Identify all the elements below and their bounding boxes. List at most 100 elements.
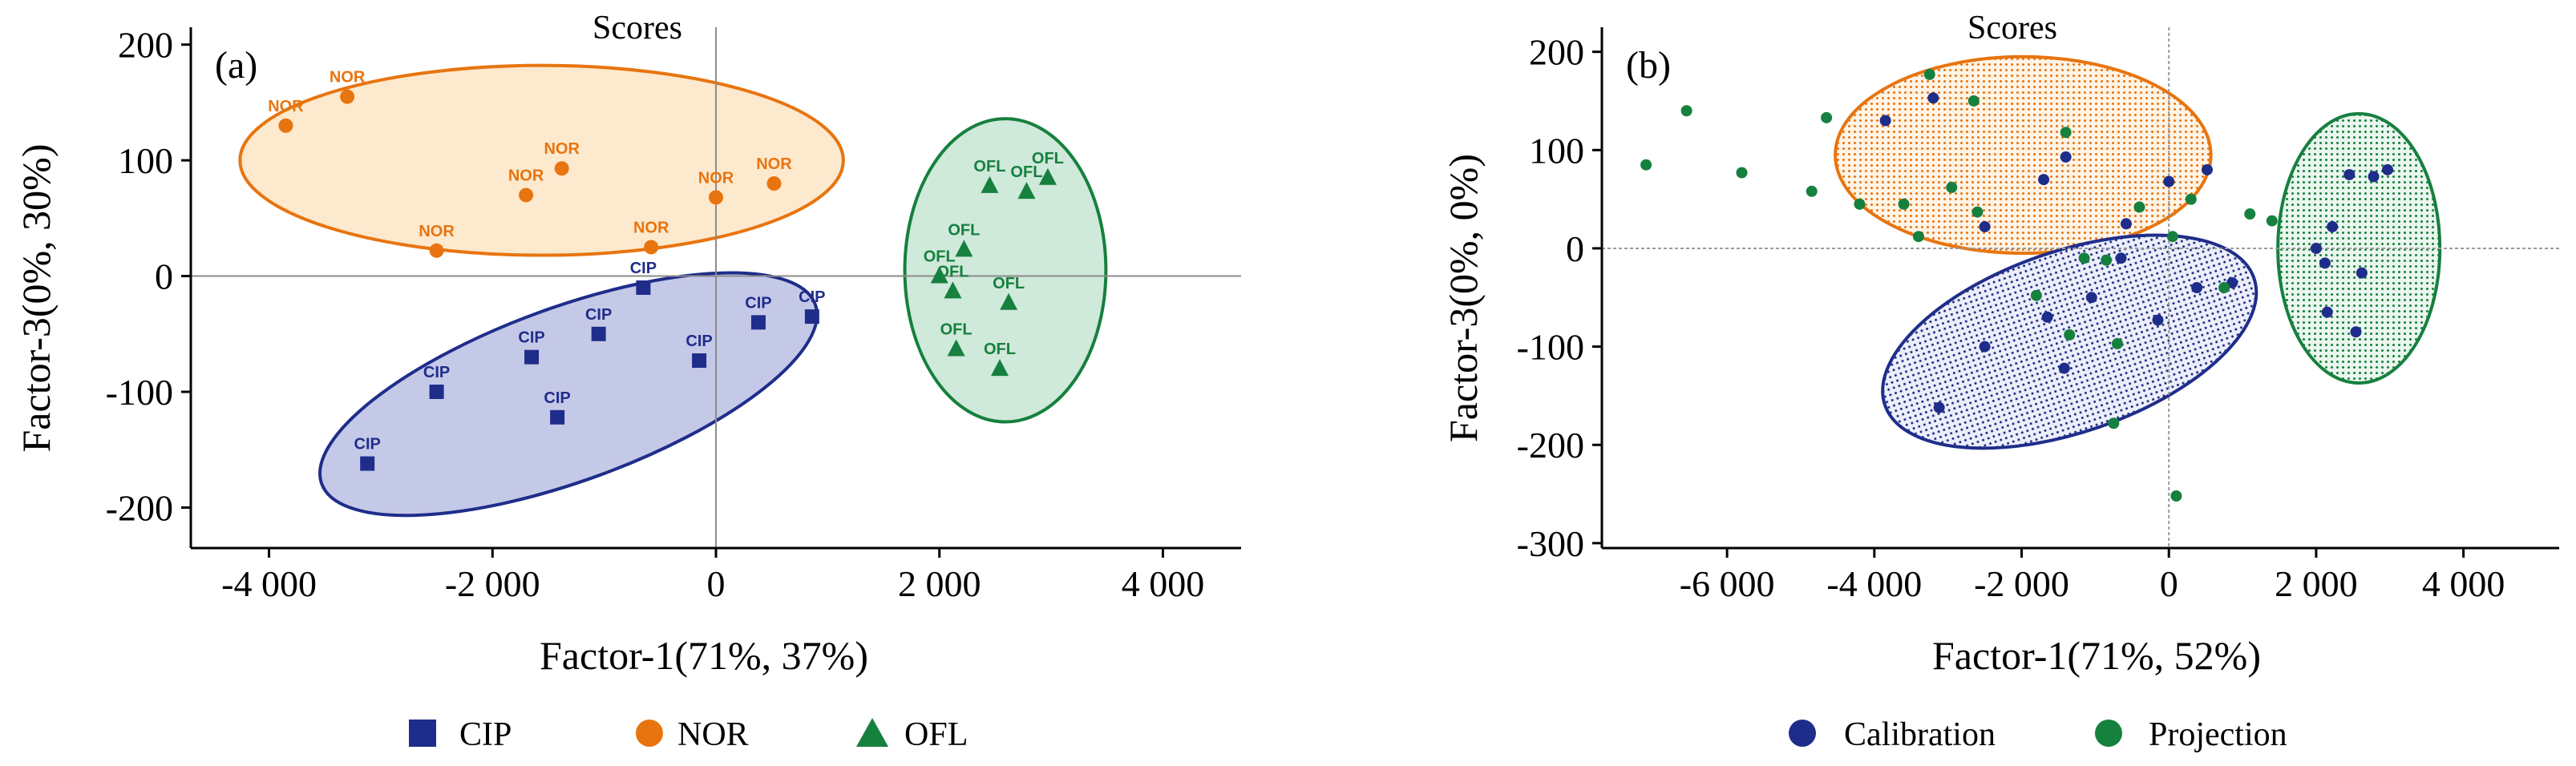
data-point-projection (2111, 337, 2123, 349)
confidence-ellipse-cip (318, 271, 819, 518)
circle-marker-icon (2095, 720, 2122, 747)
point-label-nor: NOR (330, 69, 366, 87)
data-point-calibration (2327, 220, 2339, 232)
data-point-nor (554, 161, 569, 176)
data-point-projection (2078, 252, 2090, 264)
point-label-cip: CIP (745, 294, 771, 312)
data-point-calibration (2356, 267, 2368, 279)
legend-item-projection: Projection (2095, 716, 2287, 753)
data-point-projection (2166, 231, 2178, 243)
x-tick-label: -6 000 (1680, 563, 1775, 604)
point-label-ofl: OFL (973, 158, 1005, 175)
point-label-ofl: OFL (936, 263, 969, 280)
data-point-ofl (944, 281, 962, 299)
data-point-nor (766, 176, 782, 191)
panel-a-y-axis-label: Factor-3(0%, 30%) (14, 144, 59, 453)
panel-b-zero-lines (1602, 27, 2559, 548)
panel-a-x-axis-label: Factor-1(71%, 37%) (540, 633, 868, 678)
y-tick-label: 200 (118, 25, 173, 66)
data-point-projection (1640, 159, 1652, 171)
data-point-calibration (2350, 326, 2362, 338)
panel-b-title: Scores (1967, 10, 2057, 46)
data-point-calibration (1979, 220, 1991, 232)
panel-a-scores-plot: Scores (a) -4 000 -2 000 0 2 000 4 000 -200 -1… (14, 10, 1241, 678)
data-point-calibration (2310, 242, 2322, 254)
confidence-ellipse-projection (2276, 111, 2442, 385)
data-point-projection (1736, 167, 1748, 179)
point-label-cip: CIP (423, 364, 450, 381)
x-tick-label: 4 000 (1122, 563, 1205, 604)
point-label-cip: CIP (685, 333, 712, 350)
data-point-projection (1912, 231, 1924, 243)
x-tick-label: 0 (2160, 563, 2178, 604)
point-label-ofl: OFL (993, 275, 1025, 292)
x-tick-label: 2 000 (2275, 563, 2358, 604)
data-point-calibration (1933, 401, 1945, 413)
point-label-nor: NOR (633, 219, 669, 236)
panel-b-y-axis-label: Factor-3(0%, 0%) (1441, 154, 1486, 442)
data-point-calibration (2321, 306, 2333, 318)
point-label-cip: CIP (630, 260, 657, 277)
data-point-projection (1967, 95, 1980, 107)
data-point-ofl (981, 175, 999, 193)
data-point-projection (2133, 201, 2145, 213)
data-point-ofl (1017, 182, 1036, 200)
x-tick-label: -2 000 (1974, 563, 2069, 604)
y-tick-label: 0 (155, 256, 173, 297)
data-point-projection (1946, 181, 1958, 193)
data-point-projection (1923, 68, 1935, 80)
panel-b-legend: Calibration Projection (1789, 716, 2287, 753)
y-tick-label: 0 (1566, 228, 1584, 269)
legend-label-projection: Projection (2149, 716, 2287, 753)
data-point-cip (429, 385, 444, 399)
circle-marker-icon (1789, 720, 1816, 747)
point-label-ofl: OFL (1032, 150, 1064, 167)
data-point-projection (1680, 105, 1692, 117)
legend-label-ofl: OFL (904, 716, 968, 753)
data-point-ofl (1000, 292, 1018, 310)
point-label-cip: CIP (354, 436, 381, 454)
point-label-ofl: OFL (940, 321, 973, 339)
data-point-ofl (1038, 167, 1057, 185)
triangle-marker-icon (856, 718, 888, 747)
confidence-ellipse-calibration (1881, 233, 2259, 450)
data-point-cip (591, 326, 606, 341)
data-point-calibration (2201, 163, 2213, 175)
confidence-ellipse-calibration (1834, 54, 2213, 256)
data-point-projection (2244, 208, 2256, 220)
x-tick-label: -4 000 (1826, 563, 1922, 604)
data-point-calibration (2163, 175, 2175, 187)
panel-a-title: Scores (592, 10, 682, 46)
data-point-ofl (955, 240, 973, 257)
data-point-calibration (2041, 311, 2053, 323)
legend-label-calibration: Calibration (1844, 716, 1996, 753)
y-tick-label: -200 (1517, 425, 1584, 466)
point-label-nor: NOR (698, 169, 734, 187)
data-point-calibration (2120, 218, 2132, 230)
data-point-cip (636, 280, 651, 295)
data-point-nor (519, 187, 534, 203)
panel-a-label: (a) (215, 44, 257, 87)
data-point-calibration (1979, 341, 1991, 353)
data-point-cip (692, 353, 707, 368)
data-point-projection (2170, 490, 2182, 502)
data-point-calibration (2381, 163, 2393, 175)
data-point-ofl (930, 266, 948, 284)
legend-item-ofl: OFL (856, 716, 968, 753)
data-point-nor (340, 89, 355, 104)
data-point-calibration (2152, 314, 2164, 326)
point-label-nor: NOR (419, 223, 455, 240)
data-point-calibration (2368, 171, 2380, 183)
panel-a-ellipses (238, 63, 1108, 518)
panel-a-legend: CIP NOR OFL (409, 716, 968, 753)
point-label-nor: NOR (508, 167, 544, 184)
legend-item-nor: NOR (636, 716, 749, 753)
data-point-projection (2185, 193, 2197, 205)
y-tick-label: -200 (106, 487, 173, 528)
y-tick-label: 200 (1529, 32, 1584, 73)
x-tick-label: 0 (707, 563, 726, 604)
square-marker-icon (409, 720, 436, 747)
data-point-projection (2218, 282, 2230, 293)
